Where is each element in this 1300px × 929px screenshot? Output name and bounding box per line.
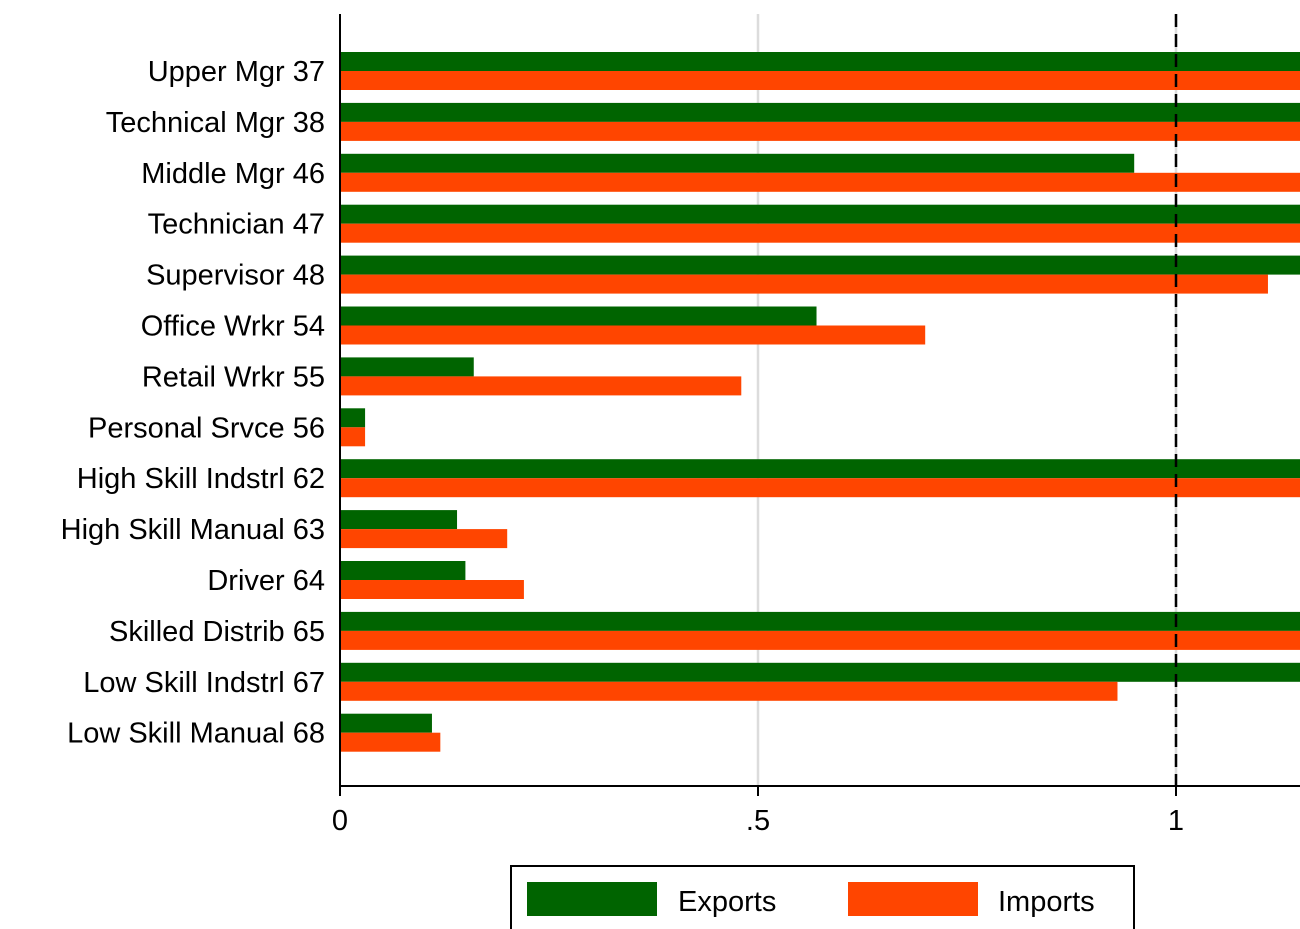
bar-exports-13	[340, 713, 432, 733]
bar-exports-9	[340, 510, 458, 530]
category-label-10: Driver 64	[207, 565, 325, 597]
category-label-4: Supervisor 48	[146, 260, 325, 292]
bar-exports-5	[340, 306, 817, 326]
bar-imports-10	[340, 580, 524, 599]
bar-exports-11	[340, 611, 1300, 631]
bar-imports-0	[340, 71, 1300, 90]
category-label-8: High Skill Indstrl 62	[77, 463, 325, 495]
legend-swatch-exports	[527, 882, 657, 916]
bar-exports-2	[340, 153, 1135, 173]
bar-imports-7	[340, 427, 366, 447]
bar-imports-8	[340, 478, 1300, 498]
bar-exports-7	[340, 408, 366, 428]
axes	[339, 14, 1300, 796]
category-label-1: Technical Mgr 38	[106, 107, 325, 139]
bar-imports-9	[340, 529, 508, 549]
category-label-11: Skilled Distrib 65	[109, 616, 325, 648]
legend-swatch-imports	[848, 882, 978, 916]
bars	[340, 52, 1300, 752]
category-label-3: Technician 47	[148, 209, 325, 241]
legend-label-imports: Imports	[998, 886, 1095, 918]
bar-imports-13	[340, 732, 441, 752]
category-label-0: Upper Mgr 37	[148, 56, 325, 88]
bar-exports-3	[340, 204, 1300, 224]
bar-imports-2	[340, 172, 1300, 192]
bar-imports-5	[340, 325, 926, 345]
bar-exports-10	[340, 561, 466, 580]
bar-exports-12	[340, 662, 1300, 682]
legend: Exports Imports	[510, 865, 1135, 929]
x-tick-label-2: 1	[1168, 805, 1184, 837]
bar-imports-11	[340, 630, 1300, 650]
x-tick-labels: 0.511.52	[332, 805, 1184, 837]
category-label-13: Low Skill Manual 68	[67, 718, 325, 750]
category-label-6: Retail Wrkr 55	[142, 361, 325, 393]
bar-exports-1	[340, 102, 1300, 122]
bar-imports-1	[340, 121, 1300, 141]
category-label-12: Low Skill Indstrl 67	[83, 667, 325, 699]
bar-exports-0	[340, 52, 1300, 71]
bar-imports-12	[340, 681, 1118, 701]
bar-imports-6	[340, 376, 742, 396]
bar-imports-3	[340, 223, 1300, 243]
bar-exports-4	[340, 255, 1300, 275]
category-labels: Upper Mgr 37 Technical Mgr 38 Middle Mgr 4…	[61, 56, 325, 750]
category-label-2: Middle Mgr 46	[141, 158, 325, 190]
bar-exports-6	[340, 357, 474, 377]
x-tick-label-1: .5	[746, 805, 770, 837]
category-label-5: Office Wrkr 54	[141, 311, 325, 343]
bar-exports-8	[340, 459, 1300, 479]
bar-imports-4	[340, 274, 1268, 294]
category-label-9: High Skill Manual 63	[61, 514, 325, 546]
legend-label-exports: Exports	[678, 886, 776, 918]
x-tick-label-0: 0	[332, 805, 348, 837]
category-label-7: Personal Srvce 56	[88, 412, 325, 444]
